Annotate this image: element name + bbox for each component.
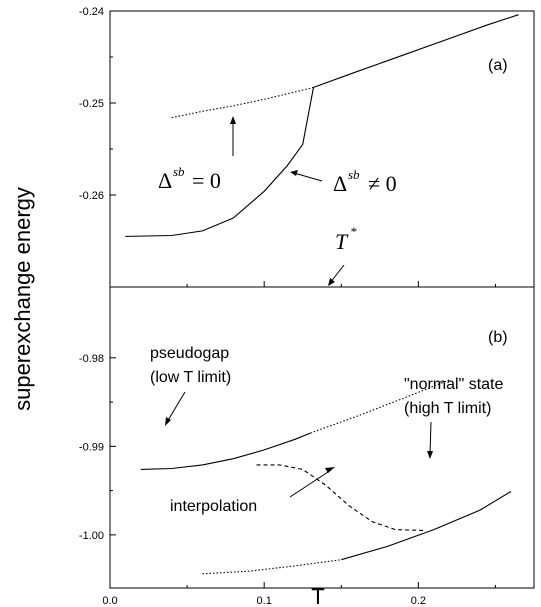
annotation-arrows [165, 116, 433, 498]
y-axis-label: superexchange energy [10, 187, 35, 411]
series-line-solid-0-2 [313, 14, 519, 88]
delta-nonzero-label: Δ sb ≠ 0 [333, 167, 397, 196]
delta-nonzero-symbol: Δ [333, 171, 347, 196]
y-tick-label: -0.26 [79, 190, 104, 202]
arrow-normal-state [427, 421, 433, 459]
series-line-dotted-0-1 [171, 86, 314, 119]
series-layer [125, 14, 519, 575]
series-line-solid-1-0 [140, 432, 311, 470]
y-tick-label: -0.24 [79, 6, 104, 18]
tstar-superscript: * [350, 224, 357, 239]
arrow-delta-nonzero [290, 170, 323, 182]
interpolation-label: interpolation [170, 498, 257, 515]
normal-state-label-line1: "normal" state [404, 376, 504, 393]
plot-frame [109, 10, 535, 589]
y-tick-label: -0.99 [79, 441, 104, 453]
delta-zero-relation: = 0 [192, 168, 221, 193]
arrow-delta-zero [230, 116, 236, 156]
x-axis-label: T [311, 584, 324, 607]
delta-zero-symbol: Δ [158, 168, 172, 193]
series-line-dotted-1-1 [310, 379, 450, 434]
arrow-pseudogap [165, 391, 186, 426]
delta-nonzero-relation: ≠ 0 [368, 171, 397, 196]
arrow-interpolation [289, 467, 335, 498]
y-tick-label: -1.00 [79, 530, 104, 542]
x-tick-label: 0.1 [257, 595, 272, 607]
normal-state-label-line2: (high T limit) [404, 400, 491, 417]
series-line-dotted-1-2 [202, 559, 342, 575]
series-line-solid-0-0 [125, 87, 315, 237]
series-line-dashed-1-4 [256, 464, 427, 532]
y-tick-label: -0.25 [79, 98, 104, 110]
pseudogap-label-line1: pseudogap [150, 345, 229, 362]
tick-layer: -0.24 -0.25 -0.26 -0.98 -0.99 -1.00 0.0 0.1 0.2 [79, 6, 496, 607]
delta-zero-superscript: sb [173, 164, 185, 179]
arrow-tstar [328, 264, 345, 286]
tstar-label: T * [335, 224, 357, 254]
panel-a-label: (a) [488, 57, 508, 74]
delta-zero-label: Δ sb = 0 [158, 164, 221, 193]
tstar-symbol: T [335, 229, 349, 254]
panel-b-label: (b) [488, 329, 508, 346]
delta-nonzero-superscript: sb [348, 167, 360, 182]
pseudogap-label-line2: (low T limit) [150, 369, 231, 386]
x-tick-label: 0.2 [411, 595, 426, 607]
y-tick-label: -0.98 [79, 353, 104, 365]
series-line-solid-1-3 [341, 491, 512, 561]
x-tick-label: 0.0 [102, 595, 117, 607]
